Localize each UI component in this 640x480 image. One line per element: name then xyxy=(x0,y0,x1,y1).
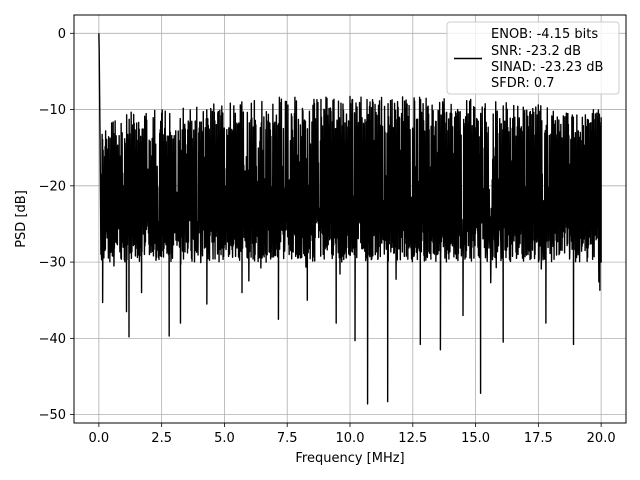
y-tick-label: −20 xyxy=(39,179,66,194)
psd-line xyxy=(98,33,602,405)
x-tick-label: 12.5 xyxy=(398,431,427,446)
x-tick-label: 7.5 xyxy=(277,431,298,446)
legend-line-snr: SNR: -23.2 dB xyxy=(491,44,581,59)
legend-line-sfdr: SFDR: 0.7 xyxy=(491,76,555,91)
legend-box xyxy=(446,21,620,95)
axis-ticks: 0.0 2.5 5.0 7.5 10.0 12.5 15.0 17.5 20.0 0 −10 −20 −… xyxy=(39,27,616,446)
x-tick-label: 0.0 xyxy=(89,431,110,446)
x-tick-label: 2.5 xyxy=(151,431,172,446)
legend-line-enob: ENOB: -4.15 bits xyxy=(491,27,598,42)
x-tick-label: 20.0 xyxy=(587,431,616,446)
y-axis-label: PSD [dB] xyxy=(14,190,29,248)
y-tick-label: 0 xyxy=(58,27,66,42)
y-tick-label: −30 xyxy=(39,256,66,271)
x-tick-label: 17.5 xyxy=(524,431,553,446)
legend: ENOB: -4.15 bits SNR: -23.2 dB SINAD: -2… xyxy=(446,21,620,95)
y-tick-label: −50 xyxy=(39,408,66,423)
psd-trace xyxy=(98,33,602,405)
y-tick-label: −10 xyxy=(39,103,66,118)
x-tick-label: 5.0 xyxy=(214,431,235,446)
x-tick-label: 15.0 xyxy=(461,431,490,446)
x-axis-label: Frequency [MHz] xyxy=(295,451,404,466)
y-tick-label: −40 xyxy=(39,332,66,347)
x-tick-label: 10.0 xyxy=(336,431,365,446)
legend-line-sinad: SINAD: -23.23 dB xyxy=(491,60,603,75)
